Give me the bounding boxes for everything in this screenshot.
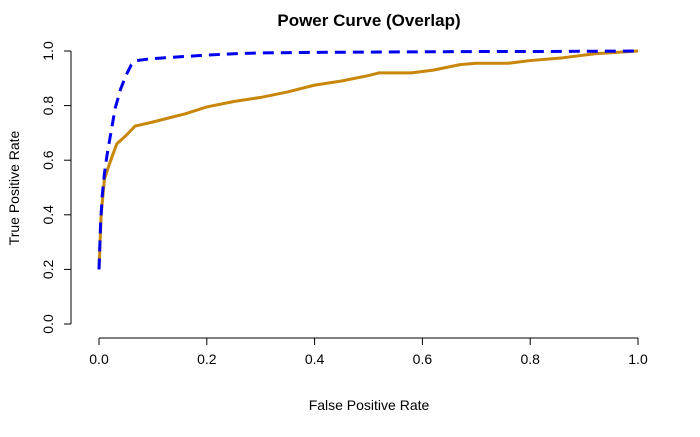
x-tick-label: 1.0 xyxy=(628,351,648,367)
y-tick-label: 1.0 xyxy=(40,41,56,61)
x-tick-label: 0.6 xyxy=(413,351,433,367)
x-axis: 0.0 0.2 0.4 0.6 0.8 1.0 xyxy=(89,337,648,367)
y-tick-label: 0.8 xyxy=(40,96,56,116)
dashed-roc-line xyxy=(97,49,639,270)
x-tick-label: 0.2 xyxy=(197,351,217,367)
solid-roc-line xyxy=(97,49,639,270)
y-tick-label: 0.0 xyxy=(40,314,56,334)
y-axis-label: True Positive Rate xyxy=(6,130,22,245)
x-tick-label: 0.4 xyxy=(305,351,325,367)
x-tick-label: 0.0 xyxy=(89,351,109,367)
y-tick-label: 0.4 xyxy=(40,205,56,225)
x-axis-label: False Positive Rate xyxy=(309,397,430,413)
chart-title: Power Curve (Overlap) xyxy=(277,11,460,30)
y-tick-label: 0.6 xyxy=(40,150,56,170)
x-tick-label: 0.8 xyxy=(520,351,540,367)
series-layer xyxy=(97,49,639,270)
y-axis: 0.0 0.2 0.4 0.6 0.8 1.0 xyxy=(40,41,72,334)
y-tick-label: 0.2 xyxy=(40,259,56,279)
